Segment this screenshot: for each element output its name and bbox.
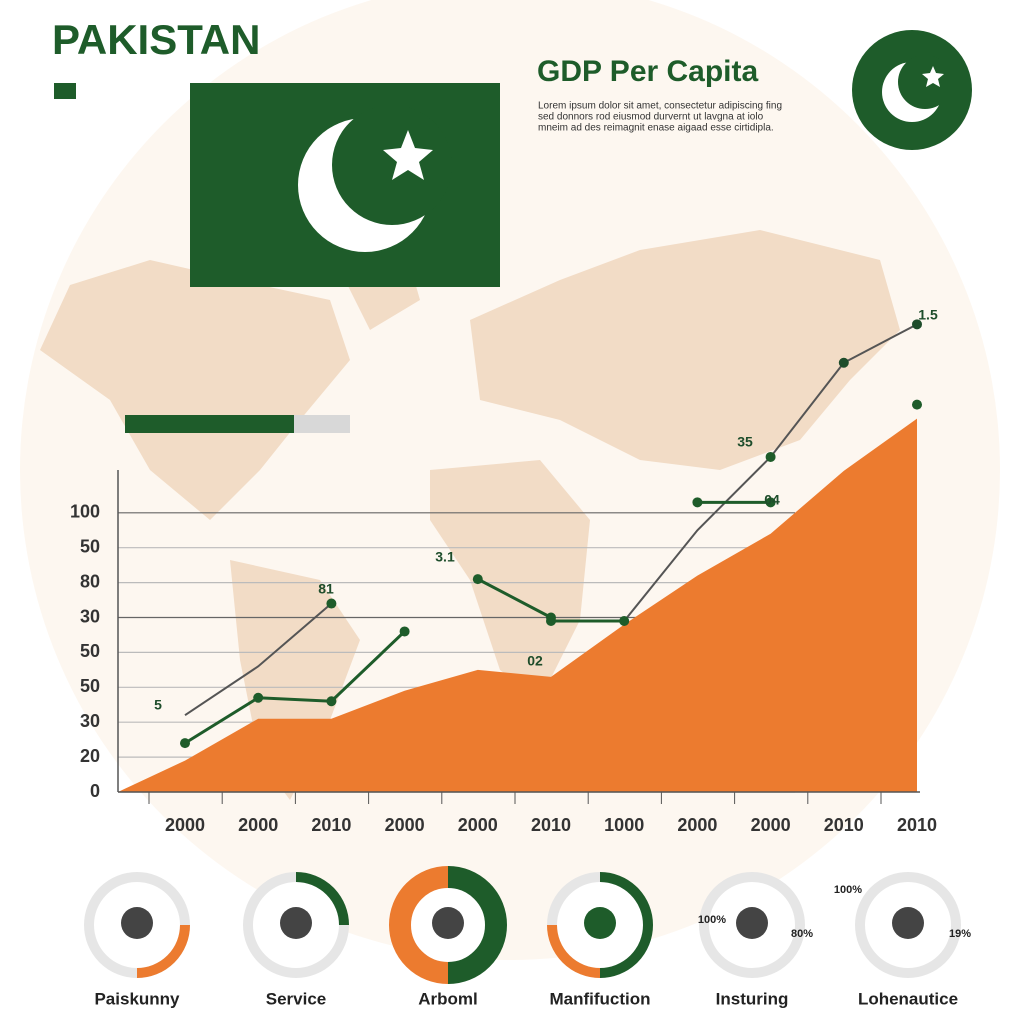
area [118,418,917,792]
point [326,598,337,609]
paragraph-line: sed donnors rod eiusmod durvernt ut lavg… [538,112,764,123]
icon-arc [547,924,601,978]
point [619,615,630,626]
y-tick-label: 80 [80,571,100,591]
icon-glyph [892,907,924,939]
point [765,497,776,508]
icon-arc [136,924,190,978]
x-tick-label: 2000 [238,815,278,835]
icon-glyph [736,907,768,939]
icon-percent: 19% [949,928,971,940]
point [692,497,703,508]
point [765,451,776,462]
paragraph: Lorem ipsum dolor sit amet, consectetur … [538,101,782,134]
point [838,357,849,368]
icon-arc [599,872,653,978]
point [253,692,264,703]
x-tick-label: 1000 [604,815,644,835]
flag [190,83,500,287]
emblem [852,30,972,150]
paragraph-line: Lorem ipsum dolor sit amet, consectetur … [538,101,782,112]
x-tick-label: 2000 [165,815,205,835]
point [399,626,410,637]
icon-label: Paiskunny [94,989,180,1008]
x-tick-label: 2010 [531,815,571,835]
y-tick-label: 30 [80,711,100,731]
x-tick-label: 2010 [311,815,351,835]
y-tick-label: 50 [80,676,100,696]
x-tick-label: 2000 [751,815,791,835]
x-tick-label: 2000 [677,815,717,835]
y-tick-label: 30 [80,606,100,626]
icon-label: Lohenautice [858,989,958,1008]
x-tick-label: 2010 [897,815,937,835]
y-tick-label: 50 [80,536,100,556]
annotation: 3.1 [435,549,455,565]
paragraph-line: mneim ad des reimagnit enase aigaad esse… [538,123,774,134]
y-tick-label: 50 [80,641,100,661]
y-tick-label: 20 [80,746,100,766]
icon-label: Manfifuction [549,989,650,1008]
point [326,696,337,707]
icon-label: Service [266,989,327,1008]
y-tick-label: 100 [70,502,100,522]
annotation: 02 [527,653,543,669]
progress-fill [125,415,294,433]
icon-label: Arboml [418,989,478,1008]
icon-percent: 100% [834,884,862,896]
icon-label: Insturing [716,989,789,1008]
x-tick-label: 2000 [385,815,425,835]
point [912,399,922,410]
point [912,319,922,330]
x-tick-label: 2010 [824,815,864,835]
world-map [40,230,910,800]
annotation: 81 [318,581,334,597]
title: PAKISTAN [52,16,260,63]
annotation: 35 [737,434,753,450]
icon-glyph [121,907,153,939]
icons: Paiskunny Service Arboml Manfifuction Instur… [84,866,971,1008]
series-line [477,500,771,619]
x-tick-label: 2000 [458,815,498,835]
subtitle: GDP Per Capita [537,55,759,88]
icon-glyph [584,907,616,939]
icon-arc [447,866,507,984]
icon-glyph [432,907,464,939]
icon-arc [295,872,349,926]
annotation: 04 [764,492,780,508]
y-tick-label: 0 [90,781,100,801]
icon-percent: 100% [698,914,726,926]
icon-glyph [280,907,312,939]
point [472,574,483,585]
icon-percent: 80% [791,928,813,940]
annotation: 1.5 [918,307,938,323]
annotation: 5 [154,697,162,713]
point [546,615,556,626]
title-marker [54,83,76,99]
point [180,738,190,749]
icon-arc [389,866,449,984]
